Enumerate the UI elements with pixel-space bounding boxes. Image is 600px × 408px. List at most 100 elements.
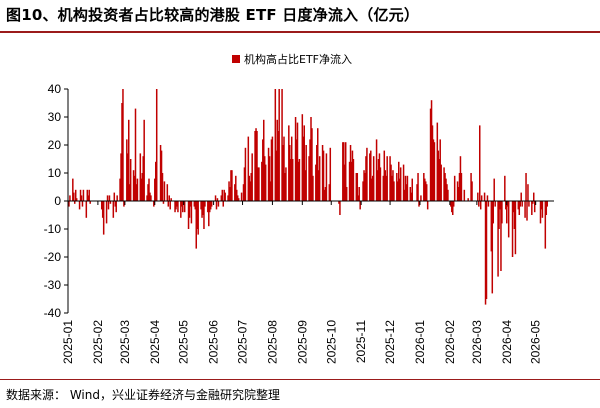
bar bbox=[371, 175, 374, 201]
bar bbox=[505, 201, 507, 210]
bar bbox=[85, 201, 88, 218]
legend-label: 机构高占比ETF净流入 bbox=[244, 52, 352, 66]
bar bbox=[459, 156, 462, 201]
bar bbox=[234, 184, 236, 201]
bar bbox=[457, 187, 460, 201]
bar bbox=[545, 201, 548, 215]
bar bbox=[155, 89, 158, 201]
bar bbox=[383, 150, 386, 201]
bar bbox=[440, 164, 442, 201]
bar bbox=[148, 178, 150, 201]
bar bbox=[356, 173, 359, 201]
bar bbox=[425, 181, 427, 201]
bar bbox=[386, 156, 388, 201]
bar bbox=[477, 192, 479, 201]
bar bbox=[344, 164, 346, 201]
bar bbox=[193, 201, 196, 207]
bar bbox=[240, 192, 243, 201]
bar bbox=[275, 150, 278, 201]
chart-legend: 机构高占比ETF净流入 bbox=[232, 52, 352, 66]
x-tick-label: 2025-02 bbox=[91, 320, 105, 364]
bar bbox=[195, 201, 197, 249]
bar bbox=[512, 201, 515, 213]
bar bbox=[202, 201, 204, 215]
bar bbox=[262, 139, 264, 201]
bar bbox=[134, 108, 137, 201]
bar bbox=[149, 192, 151, 201]
bar bbox=[450, 201, 452, 207]
bar bbox=[139, 153, 142, 201]
bar bbox=[351, 150, 354, 201]
source-note: 数据来源： Wind，兴业证券经济与金融研究院整理 bbox=[6, 388, 280, 402]
bar bbox=[86, 189, 89, 201]
bar bbox=[406, 175, 409, 201]
bar bbox=[384, 170, 386, 201]
bar bbox=[452, 201, 454, 215]
bar bbox=[410, 192, 413, 201]
bar bbox=[278, 89, 280, 201]
bar bbox=[249, 181, 251, 201]
bar bbox=[166, 184, 169, 201]
bar bbox=[451, 201, 453, 213]
bar bbox=[339, 201, 341, 215]
bar bbox=[371, 178, 373, 201]
bar bbox=[315, 164, 317, 201]
bar bbox=[355, 173, 358, 201]
bar bbox=[357, 195, 359, 201]
x-tick-label: 2025-10 bbox=[324, 320, 338, 364]
bar bbox=[132, 170, 135, 201]
bar bbox=[112, 201, 115, 218]
bar bbox=[295, 139, 298, 201]
bar bbox=[348, 161, 351, 201]
bar bbox=[163, 181, 166, 201]
figure-title: 图10、机构投资者占比较高的港股 ETF 日度净流入（亿元） bbox=[6, 6, 420, 24]
bar bbox=[458, 173, 461, 201]
bar bbox=[507, 201, 510, 238]
bar bbox=[188, 201, 191, 218]
bar bbox=[182, 201, 184, 213]
x-tick-label: 2025-03 bbox=[118, 320, 132, 364]
bar bbox=[452, 201, 455, 207]
bar bbox=[74, 201, 76, 204]
bar bbox=[312, 175, 314, 201]
bar bbox=[363, 170, 365, 201]
bar bbox=[235, 175, 237, 201]
bar bbox=[438, 159, 440, 201]
bar bbox=[256, 131, 258, 201]
x-tick-label: 2026-02 bbox=[443, 320, 457, 364]
bar bbox=[123, 201, 125, 207]
bar bbox=[283, 136, 285, 201]
bar bbox=[255, 128, 257, 201]
bar bbox=[190, 201, 193, 224]
x-tick-label: 2025-07 bbox=[236, 320, 250, 364]
bar bbox=[221, 189, 224, 201]
bar bbox=[372, 156, 375, 201]
x-tick-label: 2025-12 bbox=[383, 320, 397, 364]
bar bbox=[397, 181, 399, 201]
bar bbox=[129, 159, 132, 201]
bar bbox=[362, 181, 364, 201]
y-tick-label: -40 bbox=[44, 306, 62, 320]
bar bbox=[494, 201, 496, 207]
bar bbox=[155, 161, 157, 201]
bar bbox=[290, 136, 293, 201]
bar bbox=[169, 201, 171, 210]
bar bbox=[483, 192, 486, 201]
bar bbox=[237, 198, 240, 201]
bar bbox=[136, 178, 139, 201]
x-tick-label: 2025-06 bbox=[207, 320, 221, 364]
bar bbox=[269, 181, 272, 201]
bar bbox=[220, 195, 223, 201]
bar bbox=[513, 201, 516, 229]
bar bbox=[294, 117, 297, 201]
bar bbox=[154, 178, 156, 201]
bar bbox=[514, 201, 517, 255]
bar bbox=[490, 201, 493, 252]
bar bbox=[416, 184, 418, 201]
bar bbox=[175, 201, 177, 210]
bar bbox=[393, 181, 395, 201]
bar bbox=[485, 201, 488, 299]
bar bbox=[289, 145, 291, 201]
bar bbox=[370, 150, 372, 201]
bar bbox=[375, 139, 378, 201]
